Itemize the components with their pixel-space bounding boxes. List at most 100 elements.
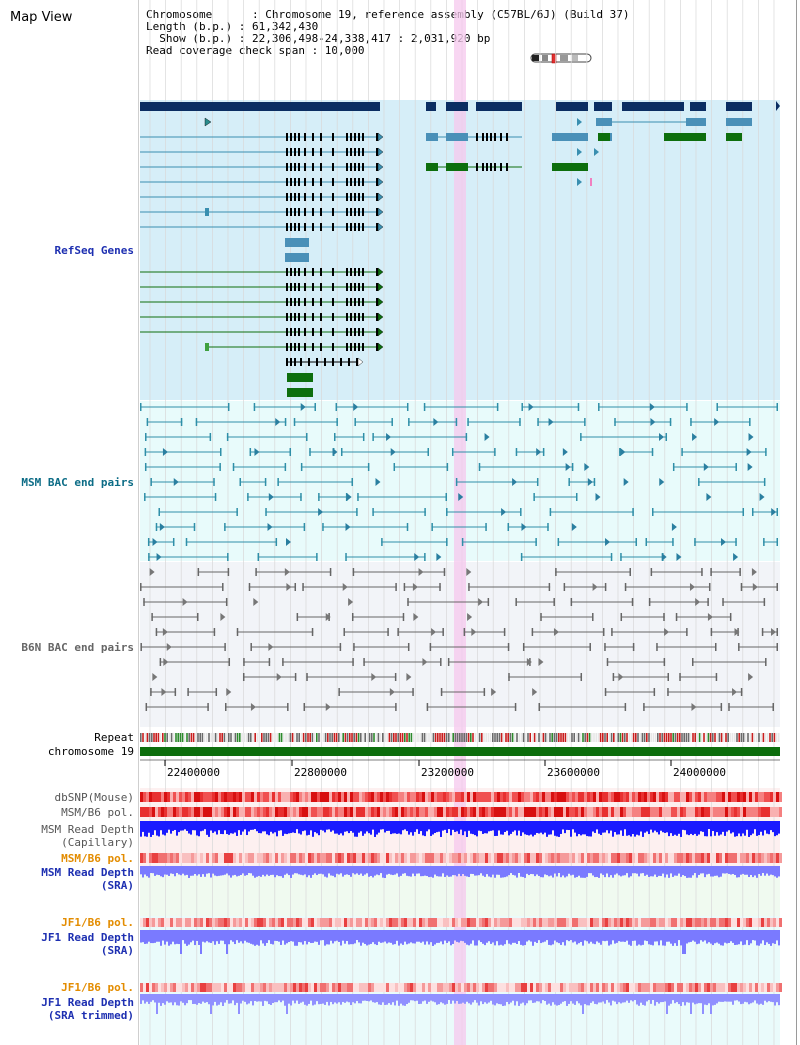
heat-cell: [347, 918, 350, 927]
heat-cell: [482, 983, 485, 992]
depth-bar: [190, 994, 192, 1001]
repeat-mark: [188, 733, 190, 742]
repeat-mark: [437, 733, 439, 742]
depth-bar: [678, 821, 680, 834]
depth-bar: [692, 866, 694, 876]
heat-cell: [485, 918, 488, 927]
repeat-mark: [518, 733, 520, 742]
heat-cell: [188, 792, 191, 802]
depth-bar: [668, 994, 670, 1006]
depth-bar: [748, 930, 750, 946]
gene-exon: [290, 178, 292, 186]
repeat-mark: [276, 733, 278, 742]
depth-bar: [420, 866, 422, 877]
depth-bar: [660, 866, 662, 877]
heat-cell: [767, 792, 770, 802]
heat-cell: [227, 918, 230, 927]
depth-bar: [306, 930, 308, 945]
heat-cell: [593, 807, 596, 817]
track-label-jf1-b6-pol-2[interactable]: JF1/B6 pol.: [61, 981, 134, 994]
heat-cell: [404, 853, 407, 863]
gene-exon: [346, 193, 348, 201]
bac-end: [243, 658, 245, 666]
heat-cell: [698, 792, 701, 802]
depth-bar: [502, 821, 504, 835]
depth-bar: [560, 866, 562, 878]
bac-end: [406, 403, 409, 411]
repeat-mark: [527, 733, 529, 742]
depth-bar: [630, 866, 632, 877]
bac-end: [735, 463, 737, 471]
repeat-mark: [247, 733, 250, 742]
track-label-jf1-b6-pol-1[interactable]: JF1/B6 pol.: [61, 916, 134, 929]
heat-cell: [377, 918, 380, 927]
depth-bar: [562, 930, 564, 943]
depth-bar: [368, 866, 370, 877]
track-label-jf1-read-depth-trimmed[interactable]: JF1 Read Depth (SRA trimmed): [41, 996, 134, 1022]
depth-bar: [676, 930, 678, 946]
bac-arrow: [703, 463, 709, 471]
track-label-msm-read-depth-sra[interactable]: MSM Read Depth (SRA): [41, 866, 134, 892]
depth-bar: [354, 994, 356, 1004]
repeat-mark: [258, 733, 261, 742]
heat-cell: [221, 918, 224, 927]
gene-exon: [294, 268, 296, 276]
heat-cell: [713, 918, 716, 927]
track-label-msm-b6-pol-1[interactable]: MSM/B6 pol.: [61, 806, 134, 819]
depth-bar: [702, 930, 704, 942]
track-label-b6n-bac[interactable]: B6N BAC end pairs: [21, 641, 134, 654]
depth-bar: [148, 821, 150, 833]
depth-bar: [190, 930, 192, 943]
gene-exon: [298, 193, 300, 201]
bac-end: [656, 643, 658, 651]
heat-cell: [302, 983, 305, 992]
depth-bar: [308, 930, 310, 942]
depth-bar: [722, 821, 724, 832]
depth-bar: [538, 994, 540, 1002]
track-label-jf1-read-depth-sra[interactable]: JF1 Read Depth (SRA): [41, 931, 134, 957]
heat-cell: [242, 983, 245, 992]
bac-arrow: [467, 613, 473, 621]
heat-cell: [692, 983, 695, 992]
chromosome-ideogram[interactable]: [530, 52, 592, 64]
bac-end: [232, 463, 235, 471]
bac-end: [463, 628, 466, 636]
heat-cell: [527, 807, 530, 817]
heat-cell: [200, 792, 203, 802]
depth-bar: [686, 821, 688, 835]
track-label-msm-bac[interactable]: MSM BAC end pairs: [21, 476, 134, 489]
heat-cell: [758, 792, 761, 802]
gene-block: [426, 163, 438, 171]
depth-bar: [310, 866, 312, 878]
depth-bar: [412, 930, 414, 944]
heat-cell: [587, 853, 590, 863]
depth-bar: [756, 930, 758, 946]
depth-bar: [688, 930, 690, 943]
gene-exon: [362, 343, 364, 351]
heat-cell: [155, 853, 158, 863]
track-label-dbsnp[interactable]: dbSNP(Mouse): [54, 791, 134, 804]
heat-cell: [533, 983, 536, 992]
heat-cell: [482, 918, 485, 927]
heat-cell: [182, 807, 185, 817]
heat-cell: [443, 918, 446, 927]
heat-cell: [500, 853, 503, 863]
depth-bar: [192, 866, 194, 876]
depth-bar: [570, 821, 572, 837]
track-label-msm-read-depth-capillary[interactable]: MSM Read Depth (Capillary): [41, 823, 134, 849]
repeat-mark: [175, 733, 177, 742]
heat-cell: [533, 807, 536, 817]
bac-arrow: [584, 463, 590, 471]
depth-bar: [232, 866, 234, 876]
depth-bar: [256, 821, 258, 832]
heat-cell: [638, 918, 641, 927]
track-label-msm-b6-pol-2[interactable]: MSM/B6 pol.: [61, 852, 134, 865]
depth-bar: [760, 821, 762, 832]
heat-cell: [653, 983, 656, 992]
track-label-refseq[interactable]: RefSeq Genes: [54, 244, 134, 257]
depth-bar: [150, 866, 152, 874]
depth-bar: [636, 930, 638, 946]
depth-bar: [252, 994, 254, 1006]
depth-bar: [452, 821, 454, 830]
